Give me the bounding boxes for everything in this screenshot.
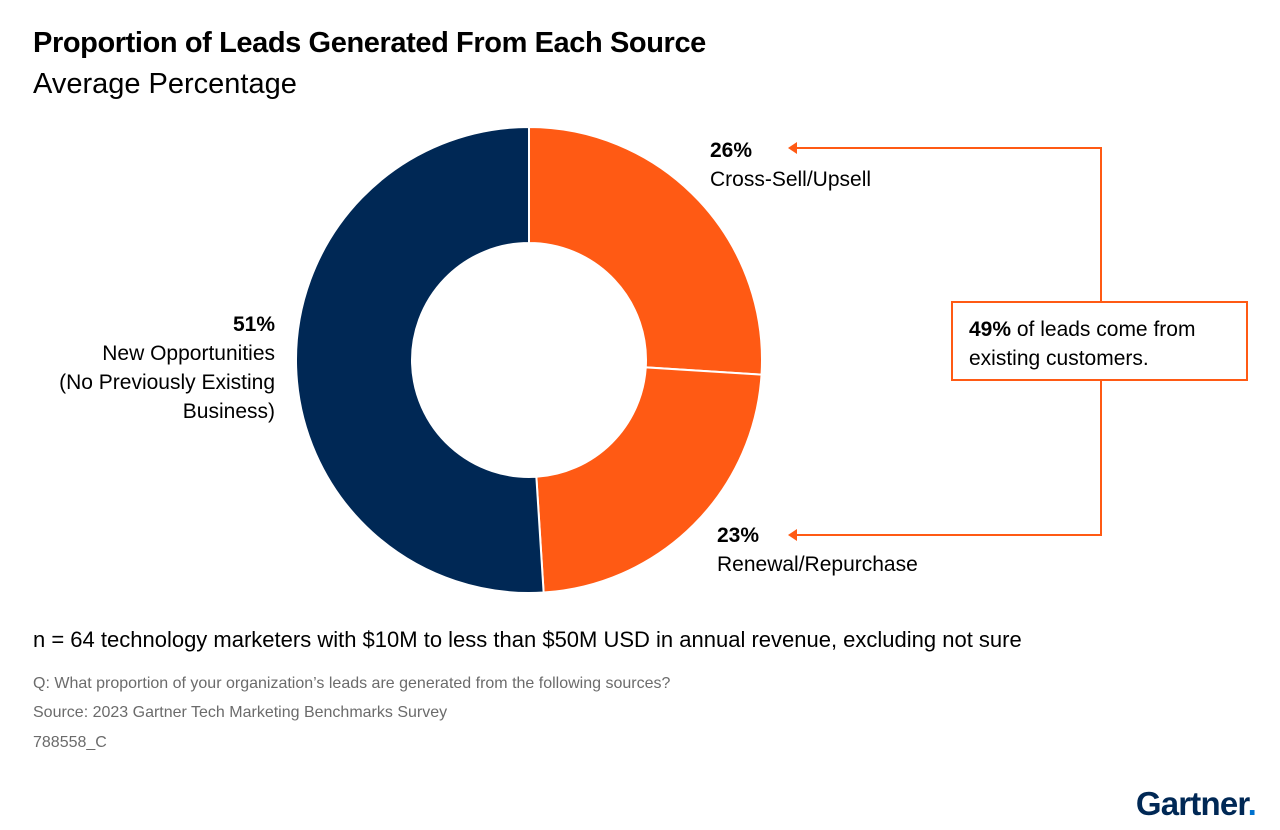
slice-label-new-opportunities: 51% New Opportunities (No Previously Exi… bbox=[59, 310, 275, 426]
slice-name-new-opportunities-line1: New Opportunities bbox=[102, 342, 275, 365]
callout-text: of leads come from bbox=[1016, 318, 1196, 341]
callout-highlight: 49% bbox=[969, 318, 1012, 341]
source-line: Source: 2023 Gartner Tech Marketing Benc… bbox=[33, 704, 448, 721]
brand-dot: . bbox=[1247, 785, 1257, 822]
slice-new-opportunities bbox=[294, 125, 545, 594]
chart-title: Proportion of Leads Generated From Each … bbox=[33, 27, 706, 59]
sample-note: n = 64 technology marketers with $10M to… bbox=[33, 627, 1022, 652]
slice-name-new-opportunities-line3: Business) bbox=[182, 400, 275, 423]
chart-subtitle: Average Percentage bbox=[33, 68, 297, 100]
connector-top-arrow bbox=[788, 142, 797, 154]
existing-customers-callout: 49% of leads come from existing customer… bbox=[951, 301, 1248, 381]
slice-name-new-opportunities-line2: (No Previously Existing bbox=[59, 371, 275, 394]
slice-value-renewal: 23% bbox=[717, 524, 760, 547]
gartner-logo: Gartner. bbox=[1135, 785, 1257, 823]
figure-id: 788558_C bbox=[33, 734, 107, 751]
callout-text-2: existing customers. bbox=[969, 347, 1149, 370]
slice-value-cross-sell: 26% bbox=[710, 139, 753, 162]
slice-value-new-opportunities: 51% bbox=[232, 313, 275, 336]
slice-label-renewal: 23% Renewal/Repurchase bbox=[717, 521, 918, 579]
slice-name-renewal: Renewal/Repurchase bbox=[717, 553, 918, 576]
slice-name-cross-sell: Cross-Sell/Upsell bbox=[710, 168, 872, 191]
slice-cross-sell bbox=[528, 125, 763, 376]
donut-chart bbox=[294, 125, 1102, 594]
survey-question: Q: What proportion of your organization’… bbox=[33, 675, 671, 692]
slice-renewal bbox=[535, 366, 763, 594]
connector-bottom-arrow bbox=[788, 529, 797, 541]
brand-name: Gartner bbox=[1135, 785, 1249, 822]
slice-label-cross-sell: 26% Cross-Sell/Upsell bbox=[710, 136, 871, 194]
connector-bottom-line bbox=[790, 380, 1102, 536]
connector-top-line bbox=[790, 147, 1102, 301]
